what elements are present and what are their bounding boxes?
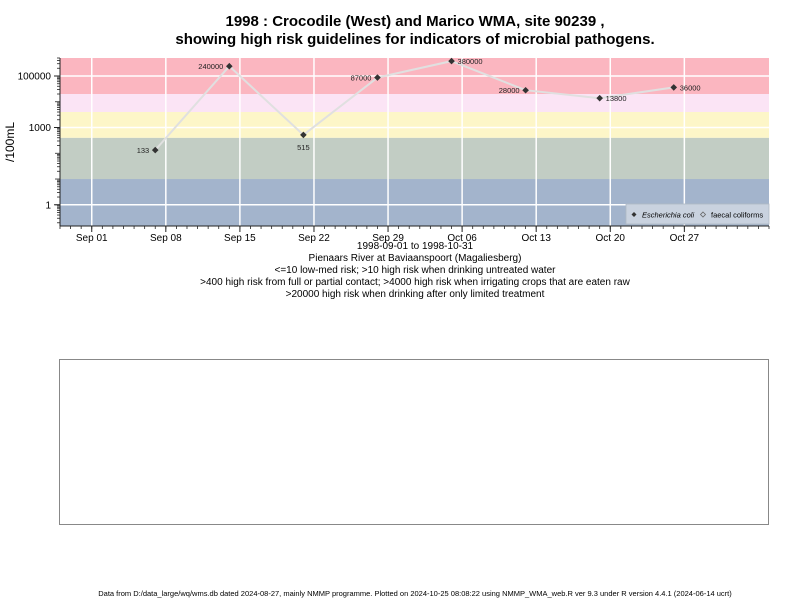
x-tick-label: Sep 15 bbox=[224, 233, 256, 244]
x-tick-label: Oct 13 bbox=[521, 233, 551, 244]
data-label: 36000 bbox=[680, 83, 701, 92]
legend-marker-faecal bbox=[699, 211, 707, 218]
chart-title-line2: showing high risk guidelines for indicat… bbox=[175, 31, 655, 48]
data-label: 87000 bbox=[351, 74, 372, 83]
x-tick-label: Sep 22 bbox=[298, 233, 330, 244]
x-tick-label: Oct 06 bbox=[447, 233, 477, 244]
legend-box bbox=[625, 203, 770, 225]
data-label: 380000 bbox=[458, 57, 483, 66]
data-label: 28000 bbox=[499, 86, 520, 95]
series-line bbox=[154, 60, 674, 151]
chart: Sep 01 Sep 08 Sep 15 Sep 22 Sep 29 Oct 06 Oct … bbox=[3, 57, 770, 244]
data-point bbox=[374, 74, 381, 81]
data-point bbox=[670, 84, 678, 91]
date-range: 1998-09-01 to 1998-10-31 bbox=[356, 241, 474, 252]
data-label: 133 bbox=[137, 146, 150, 155]
data-point bbox=[522, 86, 529, 94]
risk-band bbox=[60, 94, 769, 113]
x-tick-label: Sep 29 bbox=[372, 233, 404, 244]
data-label: 13800 bbox=[606, 94, 627, 103]
legend-label-faecal: faecal coliforms bbox=[711, 211, 763, 220]
guideline-2: >400 high risk from full or partial cont… bbox=[200, 277, 630, 288]
chart-title-line1: 1998 : Crocodile (West) and Marico WMA, … bbox=[225, 13, 605, 30]
data-label: 240000 bbox=[198, 62, 223, 71]
site-name: Pienaars River at Baviaanspoort (Magalie… bbox=[308, 253, 522, 264]
y-tick-label: 1 bbox=[45, 200, 51, 211]
y-tick-label: 100000 bbox=[18, 72, 52, 83]
empty-plot-panel bbox=[59, 359, 769, 525]
y-axis-label: /100mL bbox=[3, 122, 17, 162]
data-point bbox=[596, 94, 603, 102]
data-label: 515 bbox=[297, 143, 310, 152]
x-tick-label: Oct 27 bbox=[670, 233, 700, 244]
footer-note: Data from D:/data_large/wq/wms.db dated … bbox=[98, 589, 732, 598]
risk-band bbox=[60, 137, 769, 180]
x-tick-label: Sep 08 bbox=[150, 233, 182, 244]
legend-marker-ecoli bbox=[631, 212, 637, 217]
x-tick-label: Sep 01 bbox=[76, 233, 108, 244]
data-point bbox=[448, 57, 455, 65]
y-tick-label: 1000 bbox=[29, 123, 52, 134]
guideline-1: <=10 low-med risk; >10 high risk when dr… bbox=[274, 265, 556, 276]
guideline-3: >20000 high risk when drinking after onl… bbox=[285, 289, 545, 300]
data-point bbox=[226, 62, 233, 70]
x-tick-label: Oct 20 bbox=[596, 233, 626, 244]
data-point bbox=[151, 146, 159, 154]
legend-label-ecoli: Escherichia coli bbox=[642, 211, 694, 220]
data-point bbox=[300, 131, 307, 139]
